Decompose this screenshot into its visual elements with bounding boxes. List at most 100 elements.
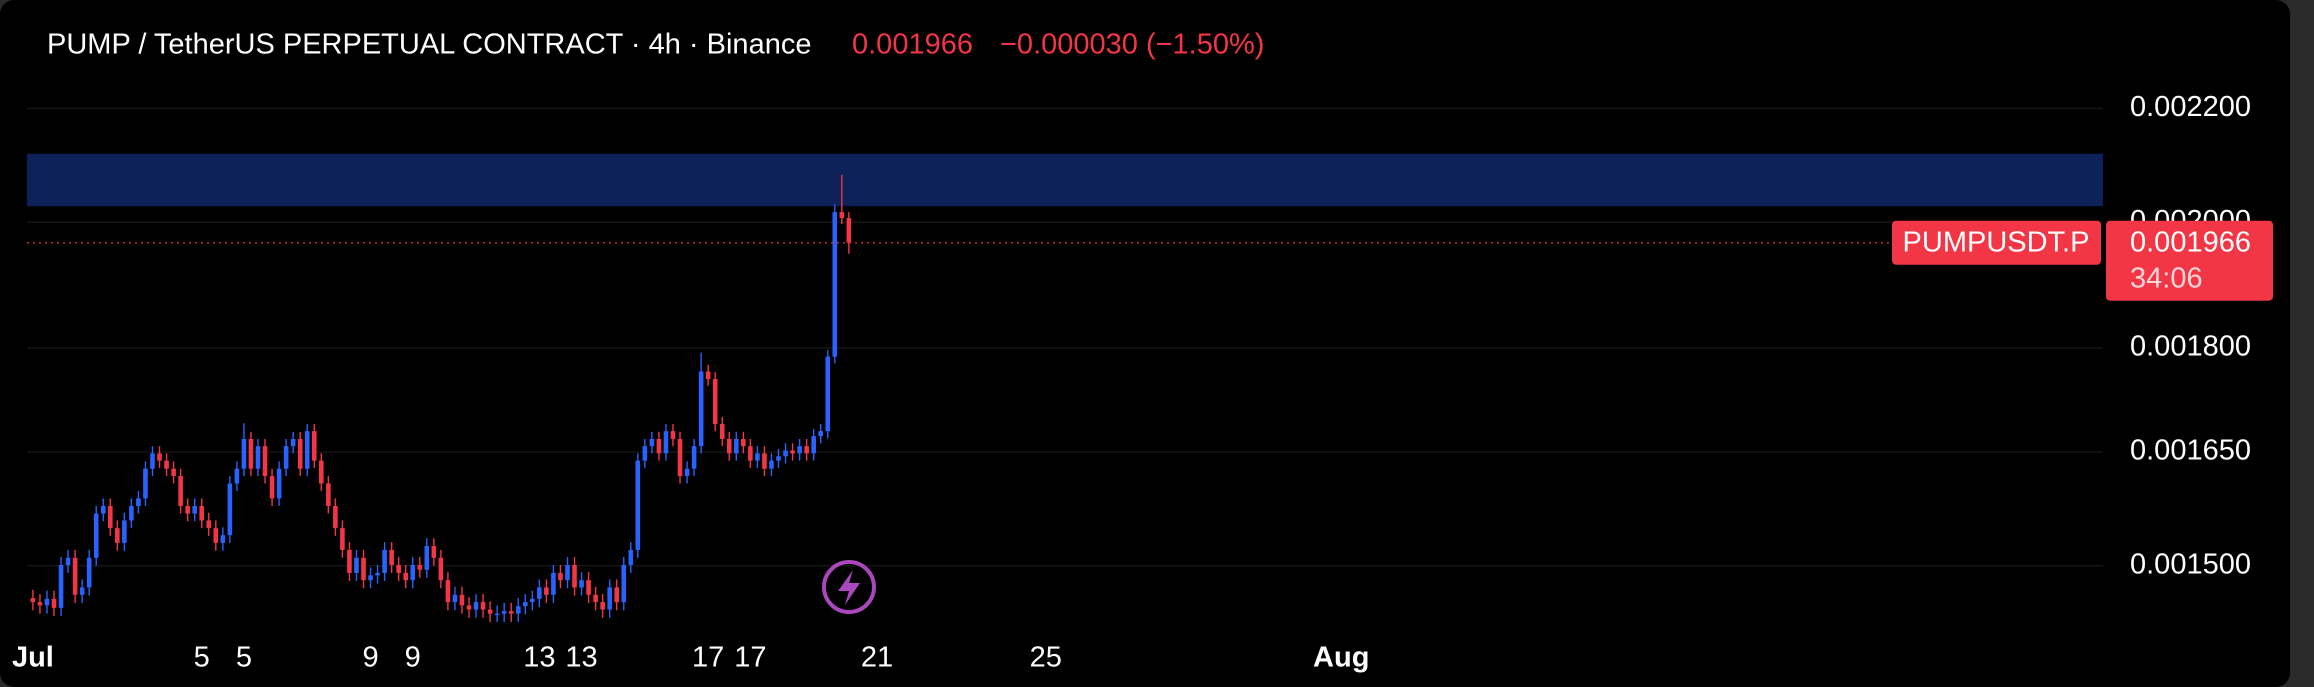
candle-body — [199, 505, 205, 521]
candle-body — [677, 438, 683, 477]
candle-body — [333, 505, 338, 529]
x-tick-label: 21 — [861, 642, 893, 674]
candle-body — [656, 438, 662, 454]
x-tick-label: 13 — [523, 642, 555, 674]
chart-title: PUMP / TetherUS PERPETUAL CONTRACT · 4h … — [47, 29, 811, 61]
x-tick-label: 5 — [194, 642, 210, 674]
candle-body — [129, 505, 134, 521]
candle-body — [424, 546, 430, 570]
candle-body — [628, 549, 634, 565]
candle-body — [734, 438, 739, 454]
plot-area — [27, 107, 2103, 631]
candle-body — [276, 468, 282, 499]
symbol-tag: PUMPUSDT.P — [1903, 226, 2090, 258]
candle-body — [115, 528, 120, 543]
candle-body — [326, 483, 331, 506]
candle-body — [621, 564, 627, 603]
candle-body — [691, 446, 697, 469]
candle-body — [206, 520, 212, 529]
candle-body — [459, 594, 465, 606]
candle-body — [72, 557, 78, 595]
candle-body — [178, 476, 183, 506]
candle-body — [846, 218, 852, 243]
candle-body — [227, 483, 233, 536]
countdown: 34:06 — [2130, 262, 2203, 294]
candle-body — [417, 564, 423, 570]
candle-body — [663, 431, 669, 454]
candle-body — [741, 438, 746, 447]
candle-body — [51, 598, 57, 608]
event-circle[interactable] — [822, 560, 876, 614]
candle-body — [241, 438, 247, 469]
candle-body — [382, 549, 387, 573]
candle-body — [150, 453, 155, 469]
candle-body — [311, 431, 317, 461]
candle-body — [396, 564, 401, 573]
candle-body — [698, 371, 704, 447]
x-tick-label: 17 — [692, 642, 724, 674]
candle-body — [30, 598, 36, 603]
candle-body — [755, 453, 760, 461]
candle-body — [642, 446, 648, 461]
x-tick-label: Jul — [12, 642, 54, 674]
candle-body — [100, 505, 106, 514]
candle-body — [790, 450, 795, 454]
candle-body — [719, 424, 725, 439]
y-tick-label: 0.001650 — [2130, 435, 2251, 467]
candle-body — [537, 587, 542, 599]
x-tick-label: Aug — [1313, 642, 1369, 674]
candle-body — [501, 611, 507, 614]
candle-body — [804, 446, 809, 454]
candle-body — [157, 453, 162, 461]
candle-body — [361, 557, 366, 581]
candle-body — [776, 456, 781, 461]
candle-body — [670, 431, 676, 439]
candle-body — [600, 602, 605, 610]
candle-body — [171, 468, 176, 477]
candle-body — [544, 587, 549, 595]
candle-body — [473, 602, 479, 610]
candle-body — [565, 564, 570, 581]
event-icon[interactable] — [822, 560, 876, 614]
candle-body — [192, 505, 197, 514]
candle-body — [452, 594, 458, 603]
candle-body — [431, 546, 437, 558]
candle-body — [487, 609, 493, 614]
candle-body — [143, 468, 148, 499]
candle-body — [705, 371, 711, 379]
candle-body — [290, 438, 296, 447]
candle-body — [445, 580, 451, 603]
candle-body — [58, 564, 64, 608]
candle-body — [466, 605, 472, 610]
candle-body — [368, 575, 373, 581]
candle-body — [818, 431, 824, 437]
candle-body — [220, 535, 226, 543]
candle-body — [515, 606, 521, 614]
lightning[interactable] — [838, 570, 860, 605]
candle-body — [494, 613, 500, 616]
candle-body — [389, 549, 394, 565]
candle-body — [255, 446, 261, 469]
x-tick-label: 9 — [362, 642, 378, 674]
candle-body — [65, 557, 71, 565]
candle-body — [269, 476, 275, 499]
candle-body — [797, 446, 802, 454]
candle-body — [340, 528, 345, 550]
price-tag: 0.001966 — [2130, 226, 2251, 258]
candle-body — [136, 498, 141, 506]
zone — [27, 153, 2103, 207]
x-tick-label: 17 — [734, 642, 766, 674]
candle-body — [37, 602, 43, 606]
candle-body — [586, 580, 591, 595]
candle-body — [522, 602, 528, 607]
y-tick-label: 0.001500 — [2130, 548, 2251, 580]
candle-body — [839, 212, 845, 219]
candle-body — [551, 572, 556, 595]
candle-body — [712, 378, 718, 425]
candle-body — [297, 438, 303, 469]
candle-body — [403, 572, 409, 581]
candle-body — [86, 557, 92, 588]
candle-body — [811, 436, 816, 454]
